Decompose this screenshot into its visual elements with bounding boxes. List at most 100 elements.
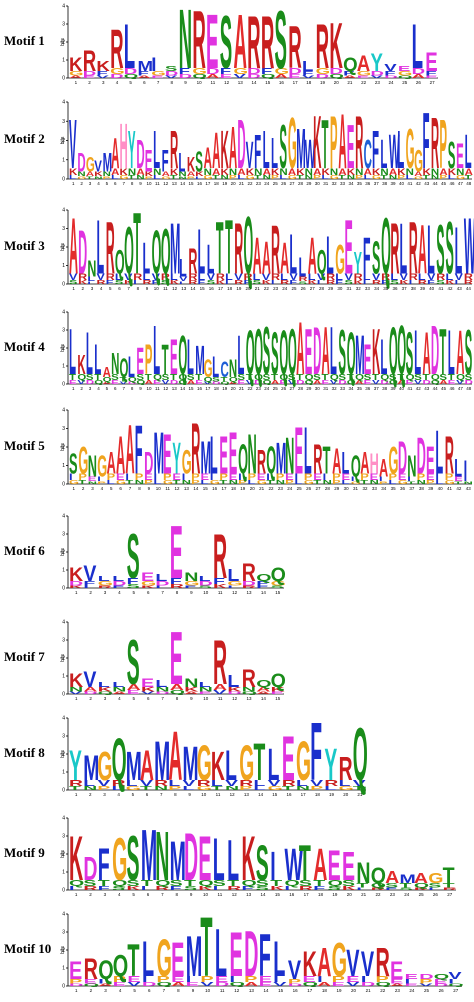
logo-letter: R xyxy=(213,521,227,591)
logo-letter: T xyxy=(246,373,254,382)
sequence-logo: 01234bitsGIS1TPG2NEN3PIG4LPA5GEA6TIA7NPF… xyxy=(60,408,473,491)
logo-letter: Q xyxy=(271,564,286,586)
position-label: 47 xyxy=(458,181,464,186)
logo-letter: A xyxy=(162,170,171,177)
logo-letter: D xyxy=(165,70,178,77)
y-tick-label: 0 xyxy=(62,482,65,488)
logo-letter: P xyxy=(103,175,111,180)
logo-letter: V xyxy=(141,691,155,695)
logo-letter: I xyxy=(351,476,355,483)
logo-letter: N xyxy=(355,168,363,178)
position-label: 22 xyxy=(380,988,386,993)
position-label: 2 xyxy=(82,286,85,291)
logo-letter: T xyxy=(184,879,197,889)
position-label: 13 xyxy=(246,696,252,701)
logo-letter: I xyxy=(238,473,242,483)
logo-letter: I xyxy=(285,886,290,892)
logo-letter: D xyxy=(155,691,169,695)
logo-letter: Y xyxy=(69,743,82,791)
logo-letter: R xyxy=(299,276,308,283)
y-tick-label: 3 xyxy=(62,119,65,125)
logo-letter: L xyxy=(302,58,313,75)
logo-letter: Q xyxy=(254,315,263,387)
logo-letter: E xyxy=(259,982,273,988)
logo-letter: I xyxy=(464,476,468,483)
logo-letter: K xyxy=(448,168,457,178)
logo-letter: Y xyxy=(370,48,383,76)
motif-label: Motif 9 xyxy=(4,845,45,861)
logo-letter: E xyxy=(357,75,369,79)
position-label: 5 xyxy=(132,892,135,897)
logo-letter: I xyxy=(405,978,411,985)
logo-letter: T xyxy=(323,440,331,483)
position-label: 37 xyxy=(402,286,408,291)
position-label: 24 xyxy=(409,988,415,993)
logo-letter: N xyxy=(276,480,285,486)
logo-letter: L xyxy=(201,480,209,486)
position-label: 6 xyxy=(148,988,151,993)
logo-letter: L xyxy=(296,779,308,789)
logo-letter: S xyxy=(136,373,144,382)
position-label: 7 xyxy=(161,590,164,595)
sequence-logo: 01234bitsSVA1KRD2ILN3RVL4FRR5SLQ6KVQ7IRT… xyxy=(60,197,474,294)
position-label: 34 xyxy=(381,486,387,491)
logo-letter: E xyxy=(127,690,140,696)
logo-letter: L xyxy=(210,425,218,486)
logo-letter: E xyxy=(69,957,82,985)
logo-letter: Q xyxy=(103,376,112,383)
position-label: 8 xyxy=(131,181,134,186)
logo-letter: Q xyxy=(371,864,386,888)
logo-letter: L xyxy=(87,276,95,283)
logo-letter: Q xyxy=(254,373,263,382)
logo-letter: I xyxy=(141,886,146,892)
logo-letter: K xyxy=(69,585,84,589)
logo-letter: E xyxy=(229,473,238,483)
position-label: 31 xyxy=(323,181,329,186)
logo-letter: K xyxy=(329,11,343,83)
position-label: 32 xyxy=(356,286,362,291)
logo-letter: E xyxy=(199,691,212,695)
logo-letter: T xyxy=(170,373,178,382)
position-label: 36 xyxy=(400,486,406,491)
logo-letter: S xyxy=(400,887,413,891)
logo-letter: P xyxy=(145,175,153,180)
logo-letter: A xyxy=(127,683,141,693)
logo-letter: L xyxy=(69,174,77,180)
logo-letter: R xyxy=(271,273,280,283)
position-label: 30 xyxy=(344,486,350,491)
logo-letter: A xyxy=(69,202,78,291)
position-label: 39 xyxy=(391,386,397,391)
logo-letter: G xyxy=(398,480,408,486)
position-label: 9 xyxy=(190,696,193,701)
position-label: 26 xyxy=(281,181,287,186)
y-tick-label: 2 xyxy=(62,656,65,662)
logo-letter: M xyxy=(141,816,157,897)
logo-letter: A xyxy=(256,691,270,695)
logo-letter: P xyxy=(107,473,116,483)
position-label: 4 xyxy=(117,792,120,797)
position-label: 20 xyxy=(231,181,237,186)
position-label: 26 xyxy=(281,386,287,391)
logo-letter: R xyxy=(242,585,256,589)
logo-letter: T xyxy=(270,879,283,889)
logo-letter: F xyxy=(363,227,371,285)
position-label: 24 xyxy=(264,181,270,186)
logo-letter: N xyxy=(407,449,416,483)
logo-letter: L xyxy=(418,273,426,283)
logo-letter: S xyxy=(465,373,473,382)
position-label: 6 xyxy=(143,80,146,85)
position-label: 2 xyxy=(89,892,92,897)
logo-letter: Q xyxy=(161,215,171,287)
logo-letter: F xyxy=(372,121,379,180)
logo-letter: L xyxy=(280,273,288,283)
logo-letter: R xyxy=(188,240,197,281)
logo-letter: G xyxy=(98,580,113,587)
position-label: 18 xyxy=(318,892,324,897)
position-label: 43 xyxy=(457,286,463,291)
logo-letter: Q xyxy=(389,314,398,389)
logo-letter: S xyxy=(389,373,397,382)
position-label: 17 xyxy=(307,988,313,993)
position-label: 9 xyxy=(192,988,195,993)
logo-letter: K xyxy=(69,168,78,178)
logo-letter: G xyxy=(304,480,314,486)
